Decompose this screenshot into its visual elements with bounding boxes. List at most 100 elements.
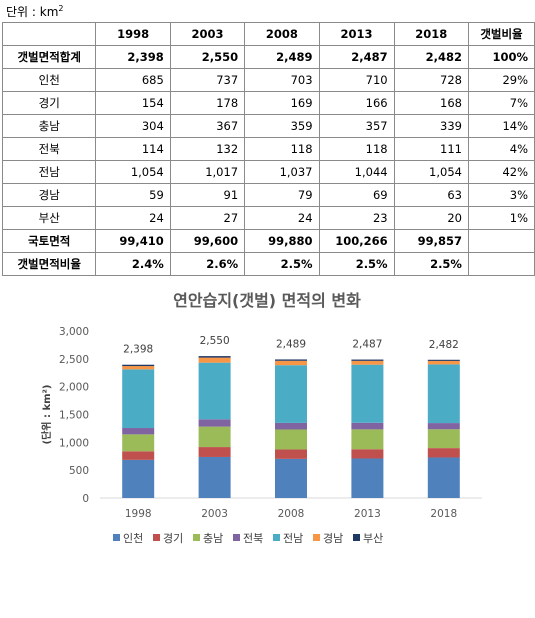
table-row: 부산 24 27 24 23 20 1%: [1, 206, 535, 230]
legend-label: 인천: [123, 531, 143, 545]
table-cell: 114: [95, 137, 171, 161]
table-cell: 99,410: [95, 229, 171, 253]
legend-swatch-1: [113, 534, 120, 541]
y-tick-label: 2,500: [59, 354, 89, 366]
x-tick-label: 2013: [354, 508, 381, 520]
bar-segment-4: [198, 419, 231, 427]
table-cell: 91: [169, 183, 246, 207]
ratio-cell: 4%: [467, 137, 535, 161]
bar-segment-7: [198, 356, 231, 358]
bar-segment-4: [122, 428, 155, 435]
column-header: 2008: [244, 22, 320, 46]
legend-swatch-2: [153, 534, 160, 541]
bar-segment-5: [427, 364, 460, 424]
bar-segment-7: [427, 359, 460, 361]
bar-segment-3: [351, 429, 384, 450]
bar-segment-7: [275, 359, 307, 361]
row-label: 갯벌면적합계: [1, 45, 97, 69]
bar-segment-5: [122, 369, 155, 429]
y-tick-label: 1,500: [59, 410, 89, 422]
bar-segment-1: [122, 459, 155, 498]
table-cell: 2.4%: [95, 252, 171, 276]
bar-segment-3: [427, 429, 460, 449]
bar-segment-6: [351, 360, 384, 365]
table-cell: 1,054: [95, 160, 171, 184]
table-row: 전북 114 132 118 118 111 4%: [1, 137, 535, 161]
row-label: 국토면적: [1, 229, 97, 253]
table-cell: 178: [169, 91, 246, 115]
bar-segment-1: [198, 456, 231, 498]
table-cell: 20: [393, 206, 469, 230]
table-cell: 367: [169, 114, 246, 138]
table-cell: 1,017: [169, 160, 246, 184]
table-cell: 703: [244, 68, 320, 92]
bar-segment-3: [122, 434, 155, 452]
bar-segment-6: [427, 360, 460, 365]
total-label: 2,550: [200, 335, 230, 347]
bar-segment-4: [427, 423, 460, 430]
table-cell: 99,880: [244, 229, 320, 253]
column-header: 2018: [393, 22, 469, 46]
bar-segment-3: [275, 429, 307, 450]
y-tick-label: 1,000: [59, 437, 89, 449]
bar-segment-6: [275, 360, 307, 366]
table-header-row: 1998 2003 2008 2013 2018 갯벌비율: [1, 22, 535, 46]
table-cell: 63: [393, 183, 469, 207]
table-cell: 2.5%: [318, 252, 395, 276]
x-tick-label: 2008: [278, 508, 305, 520]
table-cell: 99,857: [393, 229, 469, 253]
bar-segment-2: [351, 449, 384, 459]
table-row: 경기 154 178 169 166 168 7%: [1, 91, 535, 115]
bar-segment-1: [275, 458, 307, 498]
table-cell: 168: [393, 91, 469, 115]
table-cell: 100,266: [318, 229, 395, 253]
bar-segment-3: [198, 426, 231, 448]
legend-swatch-6: [313, 534, 320, 541]
column-header: 1998: [95, 22, 171, 46]
table-row: 갯벌면적합계 2,398 2,550 2,489 2,487 2,482 100%: [1, 45, 535, 69]
table-cell: 118: [244, 137, 320, 161]
legend-swatch-3: [193, 534, 200, 541]
table-cell: 99,600: [169, 229, 246, 253]
bar-segment-5: [351, 364, 384, 423]
table-row: 경남 59 91 79 69 63 3%: [1, 183, 535, 207]
legend-swatch-7: [353, 534, 360, 541]
table-row: 전남 1,054 1,017 1,037 1,044 1,054 42%: [1, 160, 535, 184]
bar-segment-6: [198, 357, 231, 363]
ratio-cell: 42%: [467, 160, 535, 184]
row-label: 경남: [1, 183, 97, 207]
legend-label: 경남: [323, 532, 343, 545]
legend-label: 전북: [243, 532, 263, 545]
ratio-cell: 1%: [467, 206, 535, 230]
x-tick-label: 2018: [430, 508, 457, 520]
table-cell: 2,482: [393, 45, 469, 69]
column-header: 2003: [169, 22, 246, 46]
table-cell: 24: [244, 206, 320, 230]
table-cell: 1,054: [393, 160, 469, 184]
row-label: 부산: [1, 206, 97, 230]
legend-label: 충남: [203, 532, 223, 545]
table-cell: 1,044: [318, 160, 395, 184]
column-header: 갯벌비율: [467, 22, 535, 46]
table-cell: 169: [244, 91, 320, 115]
table-cell: 23: [318, 206, 395, 230]
y-axis-label: (단위 : km²): [40, 385, 53, 445]
column-header: 2013: [318, 22, 395, 46]
table-row: 충남 304 367 359 357 339 14%: [1, 114, 535, 138]
unit-label: 단위 : km2: [6, 4, 64, 19]
table-cell: 2.6%: [169, 252, 246, 276]
bar-segment-7: [351, 359, 384, 361]
bar-segment-6: [122, 366, 155, 370]
bar-segment-2: [198, 447, 231, 457]
total-label: 2,487: [352, 339, 382, 351]
ratio-cell: 7%: [467, 91, 535, 115]
table-cell: 359: [244, 114, 320, 138]
bar-segment-2: [427, 448, 460, 458]
legend-swatch-5: [273, 534, 280, 541]
table-cell: 166: [318, 91, 395, 115]
stacked-bar-chart: 연안습지(갯벌) 면적의 변화 (단위 : km²) 0 500 1,000 1,500 2…: [40, 291, 482, 545]
table-row: 인천 685 737 703 710 728 29%: [1, 68, 535, 92]
table-cell: 737: [169, 68, 246, 92]
ratio-cell: 14%: [467, 114, 535, 138]
table-cell: 2,398: [95, 45, 171, 69]
